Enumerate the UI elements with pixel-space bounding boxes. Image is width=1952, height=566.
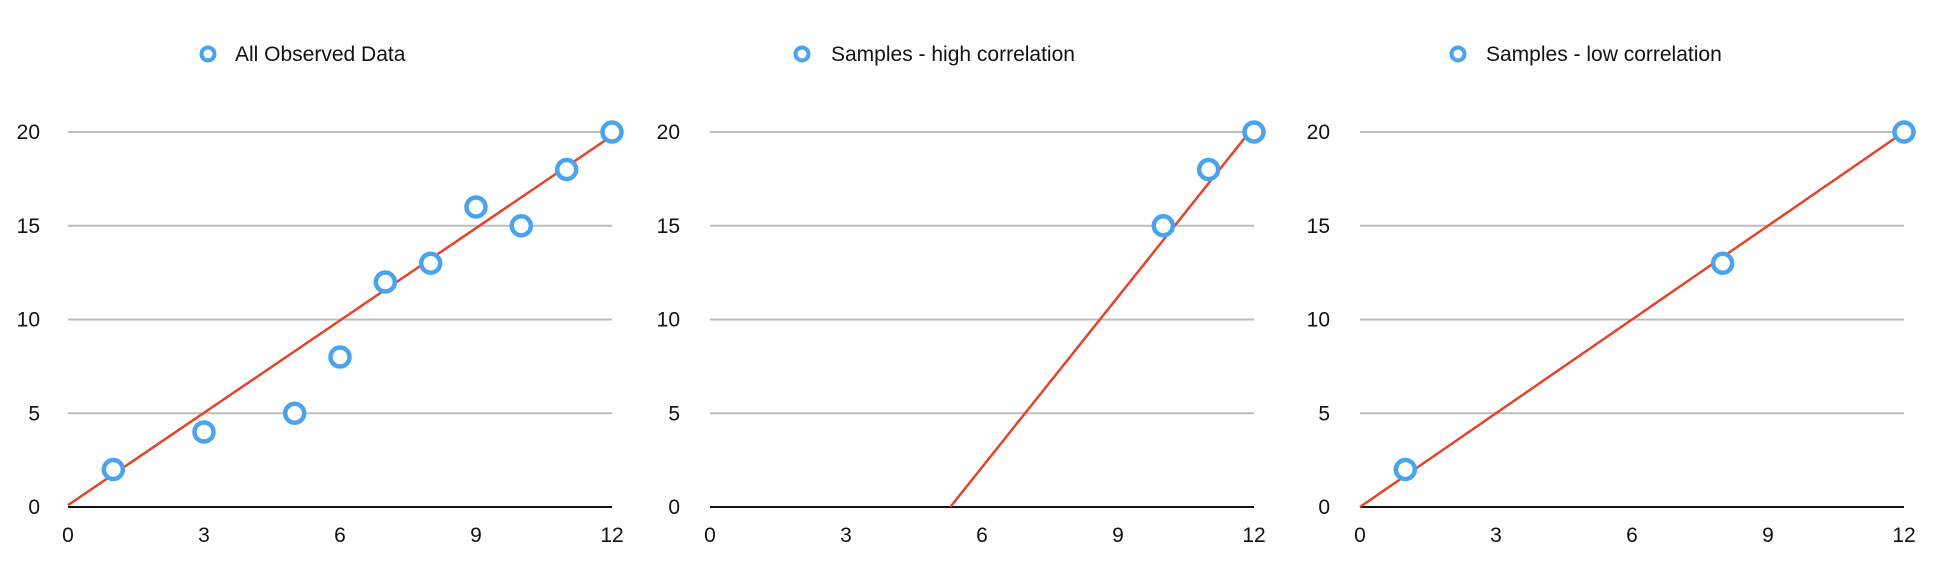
legend: Samples - low correlation — [1449, 43, 1722, 66]
data-point — [1393, 457, 1418, 482]
y-tick-label: 15 — [1307, 215, 1330, 238]
y-tick-label: 5 — [1318, 402, 1330, 425]
data-point — [1710, 251, 1735, 275]
y-tick-label: 5 — [668, 402, 680, 425]
x-tick-label: 3 — [1490, 524, 1502, 547]
data-point — [328, 345, 352, 369]
y-tick-label: 10 — [17, 309, 40, 332]
y-tick-label: 5 — [28, 402, 40, 425]
x-tick-label: 0 — [704, 524, 716, 547]
x-tick-label: 0 — [62, 524, 74, 547]
chart-panel-2: Samples - high correlation 0 5 10 15 20 0 3 6 9 12 — [657, 43, 1266, 547]
x-tick-label: 12 — [1892, 524, 1915, 547]
data-point — [418, 251, 443, 275]
x-tick-label: 3 — [840, 524, 852, 547]
data-point — [464, 195, 488, 219]
x-tick-label: 6 — [976, 524, 988, 547]
chart-panel-1: All Observed Data 0 5 10 15 20 0 3 6 9 12 — [17, 43, 624, 547]
data-point — [1196, 157, 1221, 182]
y-tick-label: 0 — [1318, 496, 1330, 519]
data-point — [1242, 120, 1266, 144]
data-point — [509, 214, 534, 238]
data-point — [600, 120, 624, 144]
legend-marker-icon — [1449, 45, 1467, 63]
y-tick-label: 10 — [1307, 309, 1330, 332]
x-tick-label: 12 — [600, 524, 623, 547]
chart-panel-3: Samples - low correlation 0 5 10 15 20 0 3 6 9 12 — [1307, 43, 1916, 547]
data-point — [373, 270, 398, 294]
trend-line — [949, 125, 1255, 508]
legend-label: Samples - low correlation — [1486, 43, 1722, 66]
y-tick-label: 20 — [1307, 121, 1330, 144]
x-tick-label: 9 — [470, 524, 482, 547]
y-tick-label: 15 — [657, 215, 680, 238]
data-point — [1892, 120, 1916, 144]
legend-marker-icon — [199, 45, 217, 63]
legend: Samples - high correlation — [793, 43, 1075, 66]
x-tick-label: 12 — [1242, 524, 1265, 547]
y-tick-label: 0 — [28, 496, 40, 519]
data-point — [554, 157, 579, 182]
y-tick-label: 0 — [668, 496, 680, 519]
x-tick-label: 9 — [1112, 524, 1124, 547]
x-tick-label: 9 — [1762, 524, 1774, 547]
y-tick-label: 10 — [657, 309, 680, 332]
y-tick-label: 20 — [17, 121, 40, 144]
x-tick-label: 3 — [198, 524, 210, 547]
y-tick-label: 15 — [17, 215, 40, 238]
x-tick-label: 6 — [1626, 524, 1638, 547]
legend-marker-icon — [793, 45, 811, 63]
data-point — [192, 420, 216, 444]
y-tick-label: 20 — [657, 121, 680, 144]
legend-label: All Observed Data — [235, 43, 406, 66]
data-point — [1151, 214, 1176, 238]
trend-line — [1359, 130, 1905, 509]
legend-label: Samples - high correlation — [831, 43, 1075, 66]
data-point — [282, 401, 307, 425]
legend: All Observed Data — [199, 43, 406, 66]
x-tick-label: 0 — [1354, 524, 1366, 547]
x-tick-label: 6 — [334, 524, 346, 547]
trend-line — [67, 134, 613, 507]
data-point — [101, 457, 126, 482]
